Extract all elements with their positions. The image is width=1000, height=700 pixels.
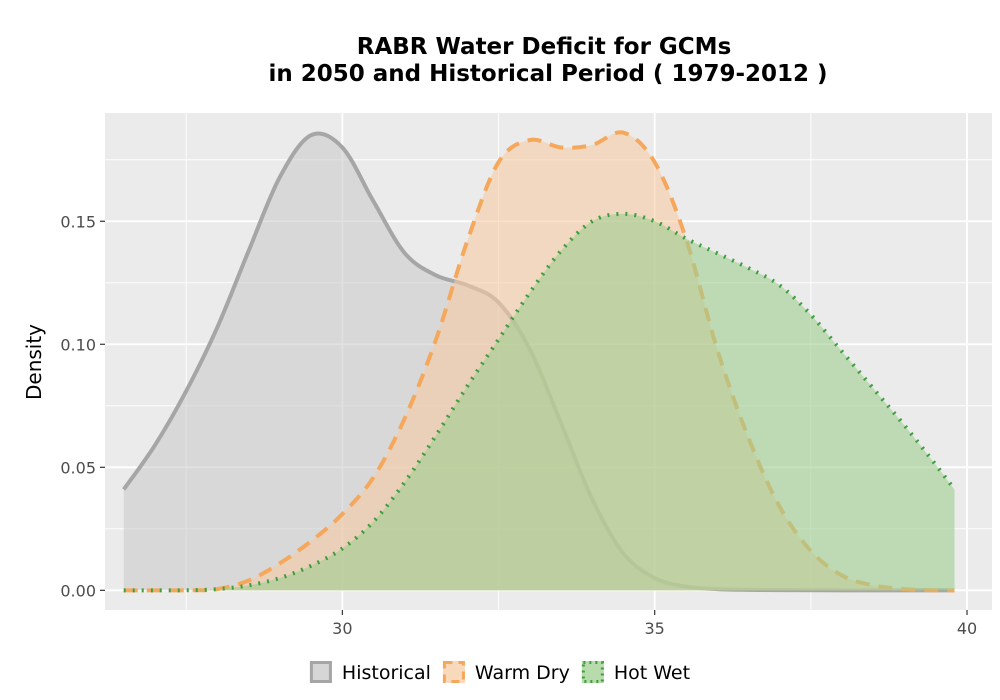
legend: Historical Warm Dry Hot Wet [309,661,690,684]
chart-title-line-2: in 2050 and Historical Period ( 1979-201… [268,61,827,87]
legend-key-border [581,661,604,683]
legend-key-historical [309,661,332,683]
y-axis-title: Density [22,324,46,400]
legend-key-fill [309,661,332,683]
legend-key-hot-wet [581,661,604,683]
y-tick-label: 0.05 [60,458,96,477]
y-tick-label: 0.15 [60,212,96,231]
axes: 30 35 40 0.00 0.05 0.10 0.15 [60,212,977,638]
y-tick-label: 0.10 [60,335,96,354]
density-areas [122,130,957,593]
chart-title-line-1: RABR Water Deficit for GCMs [357,34,732,60]
density-area-historical [123,133,955,591]
legend-key-border [442,661,465,683]
legend-key-border [309,661,332,683]
x-tick-label: 30 [332,619,352,638]
x-tick-label: 35 [645,619,665,638]
y-tick-label: 0.00 [60,581,96,600]
legend-key-warm-dry [442,661,465,683]
x-tick-label: 40 [957,619,977,638]
legend-label-historical: Historical [342,662,431,684]
legend-label-hot-wet: Hot Wet [614,662,690,684]
density-area-hot-wet [123,213,955,591]
legend-label-warm-dry: Warm Dry [475,662,570,684]
legend-key-fill [442,661,465,683]
legend-key-fill [581,661,604,683]
chart-title: RABR Water Deficit for GCMs in 2050 and … [268,34,827,87]
